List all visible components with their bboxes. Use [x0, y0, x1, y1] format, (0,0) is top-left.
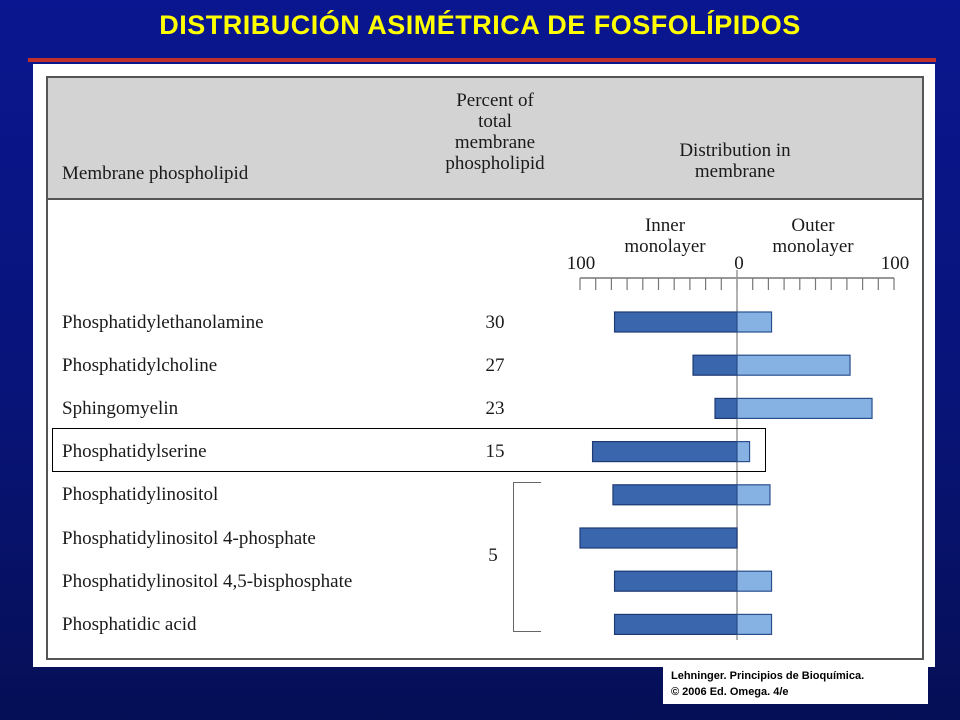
inner-bar: [613, 570, 738, 592]
col-phospholipid-header: Membrane phospholipid: [62, 163, 249, 184]
grouped-percent: 5: [488, 545, 498, 566]
axis-label-right-100: 100: [880, 253, 910, 274]
group-bracket: [513, 482, 541, 632]
credit-line: Lehninger. Principios de Bioquímica.: [671, 670, 865, 682]
row-label: Phosphatidylserine: [62, 441, 207, 462]
slide-title: DISTRIBUCIÓN ASIMÉTRICA DE FOSFOLÍPIDOS: [159, 10, 801, 40]
table-frame: [46, 76, 924, 660]
credit-box: Lehninger. Principios de Bioquímica. © 2…: [663, 664, 928, 704]
outer-bar: [736, 441, 751, 463]
outer-bar: [736, 613, 773, 636]
col-percent-header: Percent of total membrane phospholipid: [400, 90, 590, 174]
axis-label-left-100: 100: [566, 253, 596, 274]
credit-line: © 2006 Ed. Omega. 4/e: [671, 686, 789, 698]
inner-bar: [692, 354, 738, 376]
inner-bar: [613, 311, 738, 333]
outer-bar: [736, 484, 771, 506]
row-percent: 27: [485, 355, 505, 376]
outer-bar: [736, 570, 773, 592]
inner-bar: [579, 527, 738, 549]
row-label: Sphingomyelin: [62, 398, 179, 419]
outer-bar: [736, 354, 851, 376]
outer-bar: [736, 397, 873, 419]
outer-monolayer-label-line: monolayer: [772, 236, 854, 257]
inner-bar: [612, 484, 738, 506]
row-label: Phosphatidylinositol 4-phosphate: [62, 528, 316, 549]
row-label: Phosphatidylinositol 4,5-bisphosphate: [62, 571, 353, 592]
col-distribution-header: Distribution in membrane: [620, 140, 850, 182]
col-percent-header-line: total: [478, 111, 512, 132]
outer-monolayer-label: Outer monolayer: [748, 215, 878, 257]
row-label: Phosphatidylcholine: [62, 355, 218, 376]
col-percent-header-line: phospholipid: [445, 153, 545, 174]
row-label: Phosphatidylethanolamine: [62, 312, 264, 333]
col-percent-header-line: Percent of: [456, 90, 534, 111]
header-divider: [48, 198, 922, 200]
inner-monolayer-label-line: Inner: [644, 215, 686, 236]
row-label: Phosphatidic acid: [62, 614, 197, 635]
row-percent: 30: [485, 312, 505, 333]
title-divider: [28, 58, 936, 62]
inner-bar: [714, 397, 738, 419]
row-percent: 23: [485, 398, 505, 419]
col-percent-header-line: membrane: [454, 132, 536, 153]
table-header-band: [48, 78, 922, 198]
inner-monolayer-label: Inner monolayer: [600, 215, 730, 257]
row-label: Phosphatidylinositol: [62, 484, 219, 505]
highlight-box: [52, 428, 766, 472]
inner-bar: [613, 613, 738, 636]
row-percent: 15: [485, 441, 505, 462]
outer-bar: [736, 311, 773, 333]
col-distribution-header-line: membrane: [694, 161, 776, 182]
inner-monolayer-label-line: monolayer: [624, 236, 706, 257]
col-distribution-header-line: Distribution in: [679, 140, 791, 161]
axis-label-zero: 0: [734, 253, 744, 274]
outer-monolayer-label-line: Outer: [791, 215, 835, 236]
